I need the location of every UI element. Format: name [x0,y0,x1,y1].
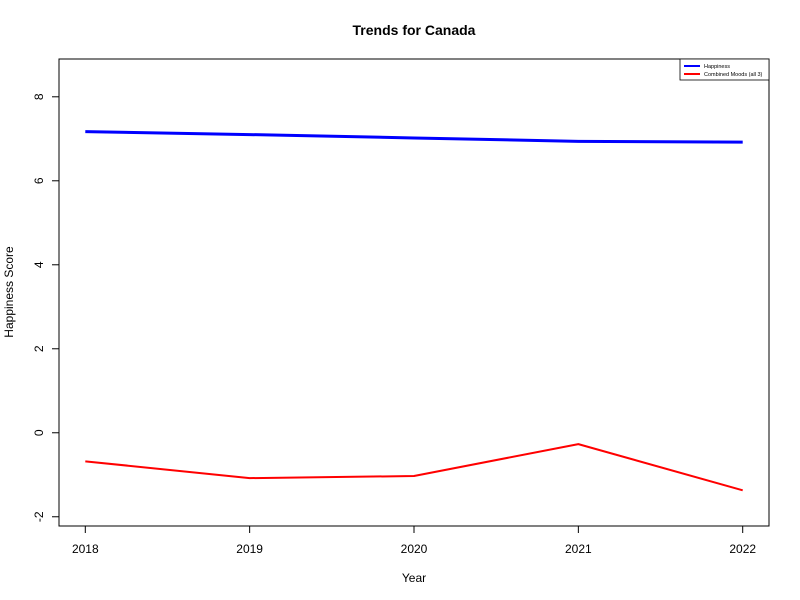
chart-title: Trends for Canada [353,22,476,38]
x-axis-label: Year [402,571,426,585]
x-tick-label: 2020 [401,542,428,556]
y-tick-label: 8 [32,93,46,100]
y-axis: -2 0 2 4 6 8 [32,93,60,522]
legend-box [679,58,770,81]
legend-label: Happiness [704,64,730,70]
series-line-happiness [85,130,743,144]
plot-frame [58,58,770,527]
series-line-combined-moods [85,443,743,492]
x-tick-label: 2021 [565,542,592,556]
y-tick-label: -2 [32,511,46,522]
legend: Happiness Combined Moods (all 3) [679,58,770,81]
x-axis: 2018 2019 2020 2021 2022 [72,525,756,556]
x-tick-label: 2018 [72,542,99,556]
y-tick-label: 0 [32,429,46,436]
y-tick-label: 2 [32,345,46,352]
legend-label: Combined Moods (all 3) [704,72,763,78]
y-tick-label: 6 [32,177,46,184]
x-tick-label: 2022 [729,542,756,556]
y-tick-label: 4 [32,261,46,268]
x-tick-label: 2019 [236,542,263,556]
y-axis-label: Happiness Score [2,246,16,338]
series-layer [85,130,743,492]
